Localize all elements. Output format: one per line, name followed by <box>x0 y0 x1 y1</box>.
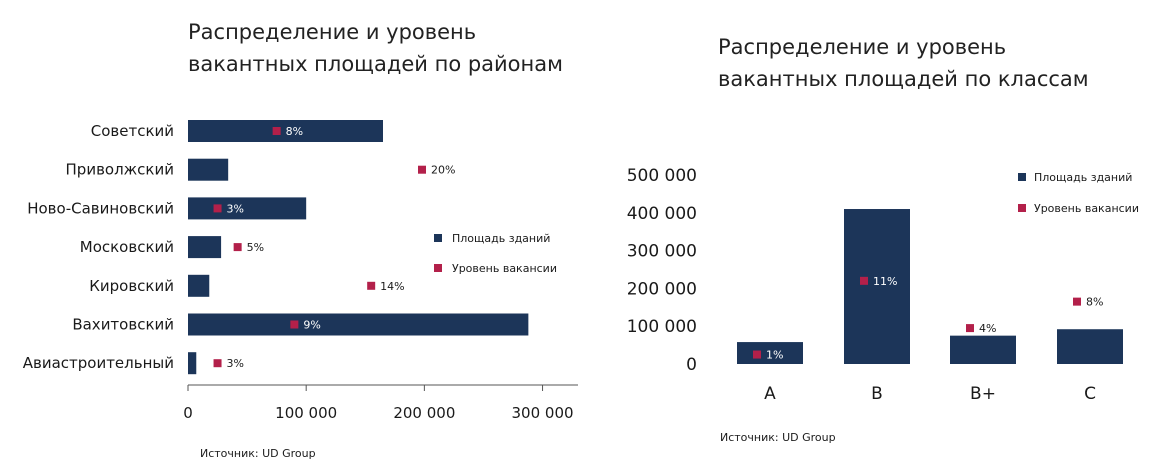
chart1-vacancy-marker <box>272 127 281 135</box>
chart1-x-tick-label: 300 000 <box>512 404 574 422</box>
chart1-vacancy-marker <box>418 165 426 174</box>
chart1-vacancy-label: 20% <box>431 164 455 177</box>
chart2-bar <box>1057 329 1123 364</box>
chart2-vacancy-label: 4% <box>979 322 996 335</box>
chart2-category-label: A <box>764 384 776 404</box>
chart1-category-label: Авиастроительный <box>23 354 174 372</box>
chart2-legend-marker-label: Уровень вакансии <box>1034 202 1139 215</box>
chart2-legend-bar-label: Площадь зданий <box>1034 171 1132 184</box>
chart1-bar <box>188 313 529 336</box>
chart1-vacancy-marker <box>233 243 242 252</box>
chart1-vacancy-label: 3% <box>227 202 244 215</box>
chart2-bar <box>844 209 910 364</box>
chart1-bar <box>188 352 197 375</box>
chart2-vacancy-label: 11% <box>873 275 897 288</box>
chart1-bar <box>188 197 307 220</box>
chart1-vacancy-marker <box>367 281 376 290</box>
chart1-legend-marker-label: Уровень вакансии <box>452 262 557 275</box>
chart2-y-tick-label: 200 000 <box>627 279 697 299</box>
chart1-category-label: Советский <box>91 122 174 140</box>
chart2-legend-marker-swatch <box>1018 204 1026 212</box>
chart1-bar <box>188 158 229 181</box>
chart2-vacancy-marker <box>966 324 974 333</box>
chart2-title-line: вакантных площадей по классам <box>718 67 1089 91</box>
chart1-title-line: вакантных площадей по районам <box>188 52 563 76</box>
chart1-vacancy-label: 14% <box>380 280 404 293</box>
chart1-x-tick-label: 200 000 <box>393 404 455 422</box>
chart1-category-label: Ново-Савиновский <box>27 199 174 217</box>
chart2-y-tick-label: 500 000 <box>627 166 697 186</box>
chart1-source: Источник: UD Group <box>200 447 316 460</box>
chart2-legend-bar-swatch <box>1018 173 1026 181</box>
chart1-category-label: Московский <box>80 238 174 256</box>
chart1-category-label: Кировский <box>89 277 174 295</box>
chart2-title-line: Распределение и уровень <box>718 35 1006 59</box>
chart1-vacancy-marker <box>213 204 222 213</box>
chart1-vacancy-marker <box>213 359 222 368</box>
chart1-vacancy-label: 9% <box>303 319 320 332</box>
chart1-legend-bar-label: Площадь зданий <box>452 232 550 245</box>
chart1-legend-bar-swatch <box>434 234 442 242</box>
chart2-y-tick-label: 100 000 <box>627 317 697 337</box>
chart2-y-tick-label: 400 000 <box>627 204 697 224</box>
chart2-category-label: C <box>1084 384 1096 404</box>
chart1-x-tick-label: 100 000 <box>275 404 337 422</box>
chart1-title-line: Распределение и уровень <box>188 20 476 44</box>
chart2-vacancy-label: 1% <box>766 349 783 362</box>
chart2-bar <box>950 335 1016 364</box>
chart1-vacancy-label: 3% <box>227 357 244 370</box>
chart2-y-tick-label: 300 000 <box>627 242 697 262</box>
chart1-bar <box>188 120 383 142</box>
chart2-source: Источник: UD Group <box>720 431 836 444</box>
chart1-category-label: Приволжский <box>66 161 174 179</box>
chart1-bar <box>188 274 210 297</box>
chart2-vacancy-label: 8% <box>1086 296 1103 309</box>
chart1-legend-marker-swatch <box>434 264 442 272</box>
chart2-vacancy-marker <box>860 276 868 285</box>
chart2-category-label: B+ <box>970 384 996 404</box>
chart2-category-label: B <box>871 384 883 404</box>
chart1-vacancy-label: 5% <box>247 241 264 254</box>
chart1-vacancy-label: 8% <box>286 125 303 138</box>
chart1-category-label: Вахитовский <box>72 316 174 334</box>
chart1-x-tick-label: 0 <box>183 404 193 422</box>
chart2-y-tick-label: 0 <box>686 355 697 375</box>
chart2-vacancy-marker <box>1073 297 1081 306</box>
chart2-vacancy-marker <box>753 350 761 359</box>
chart1-bar <box>188 236 222 259</box>
chart1-vacancy-marker <box>290 320 299 329</box>
